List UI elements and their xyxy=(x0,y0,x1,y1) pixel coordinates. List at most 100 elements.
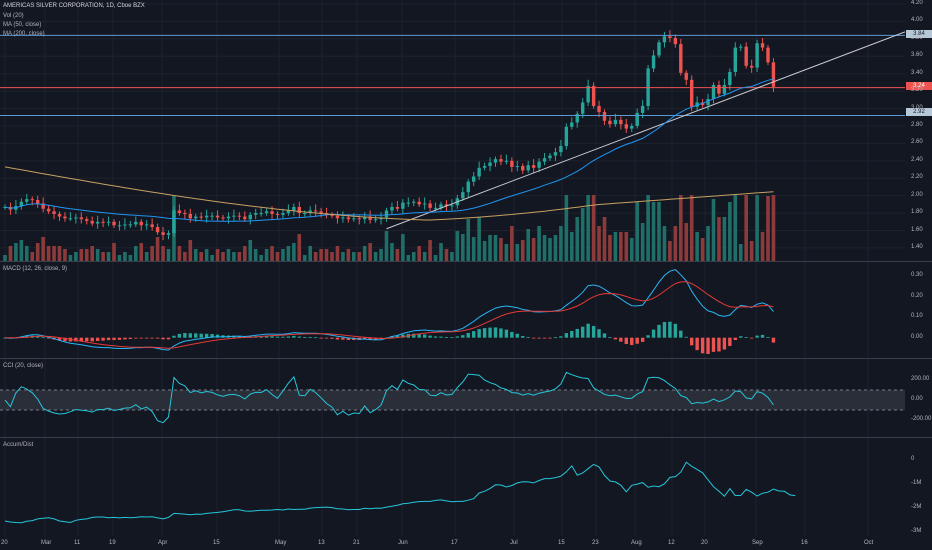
volume-bar xyxy=(8,246,13,261)
volume-bar xyxy=(390,243,394,261)
macd-histogram-bar xyxy=(286,336,291,338)
pane-divider-ad[interactable] xyxy=(0,437,932,438)
macd-histogram-bar xyxy=(139,337,143,339)
candle-body xyxy=(292,206,296,211)
macd-histogram-bar xyxy=(303,337,307,338)
x-tick-label: 15 xyxy=(213,540,220,546)
volume-bar xyxy=(319,249,323,261)
macd-histogram-bar xyxy=(199,333,203,338)
volume-bar xyxy=(722,217,727,261)
macd-histogram-bar xyxy=(36,336,40,338)
macd-histogram-bar xyxy=(586,323,590,338)
macd-histogram-bar xyxy=(624,337,628,344)
volume-bar xyxy=(471,237,476,261)
pane-divider-macd[interactable] xyxy=(0,261,932,262)
candle-body xyxy=(373,219,378,221)
volume-bar xyxy=(499,238,503,261)
macd-histogram-bar xyxy=(515,333,519,338)
macd-histogram-bar xyxy=(85,337,89,342)
macd-histogram-bar xyxy=(700,337,705,354)
candle-body xyxy=(68,218,73,220)
volume-bar xyxy=(199,252,203,261)
candle-body xyxy=(412,201,416,203)
price-tick-label: 3.20 xyxy=(911,87,923,94)
macd-histogram-bar xyxy=(728,337,732,347)
candle-body xyxy=(433,207,438,209)
volume-bar xyxy=(346,249,351,261)
volume-bar xyxy=(144,252,149,261)
macd-histogram-bar xyxy=(575,328,579,338)
volume-bar xyxy=(515,244,520,261)
candle-body xyxy=(390,206,394,211)
volume-bar xyxy=(629,238,634,261)
macd-histogram-bar xyxy=(570,330,574,338)
volume-bar xyxy=(706,226,710,261)
volume-bar xyxy=(668,241,672,261)
macd-histogram-bar xyxy=(619,337,623,342)
volume-bar xyxy=(95,249,100,261)
volume-bar xyxy=(482,241,487,261)
macd-pane[interactable] xyxy=(3,269,776,355)
volume-bar xyxy=(504,244,509,261)
volume-bar xyxy=(46,246,51,261)
x-tick-label: Jul xyxy=(510,540,518,546)
candle-body xyxy=(134,221,138,225)
macd-histogram-bar xyxy=(188,333,192,338)
volume-bar xyxy=(613,232,618,261)
volume-bar xyxy=(749,241,754,261)
macd-histogram-bar xyxy=(526,336,530,338)
ma50-line xyxy=(4,78,774,222)
x-tick-label: 15 xyxy=(558,540,565,546)
candle-body xyxy=(548,155,552,159)
ma200-legend[interactable]: MA (200, close) xyxy=(3,31,45,37)
candle-body xyxy=(254,213,258,215)
macd-histogram-bar xyxy=(41,337,45,339)
volume-bar xyxy=(275,252,280,261)
macd-histogram-bar xyxy=(417,334,421,338)
candle-body xyxy=(19,201,24,207)
cci-pane[interactable] xyxy=(0,371,905,424)
candle-body xyxy=(85,219,89,221)
volume-bar xyxy=(193,249,198,261)
accum-dist-legend[interactable]: Accum/Dist xyxy=(3,442,34,448)
price-tag-support: 2.92 xyxy=(906,108,932,116)
x-tick-label: 23 xyxy=(592,540,599,546)
volume-bar xyxy=(591,195,596,261)
volume-bar xyxy=(406,255,411,261)
volume-legend[interactable]: Vol (20) xyxy=(3,13,24,19)
volume-bar xyxy=(597,226,601,261)
candle-body xyxy=(155,227,160,233)
volume-bar xyxy=(281,249,285,261)
macd-histogram-bar xyxy=(450,337,454,339)
cci-line xyxy=(4,371,774,424)
candle-body xyxy=(123,224,127,226)
pane-divider-cci[interactable] xyxy=(0,358,932,359)
macd-histogram-bar xyxy=(673,323,678,338)
candle-body xyxy=(335,215,340,219)
ma50-legend[interactable]: MA (50, close) xyxy=(3,22,42,28)
macd-histogram-bar xyxy=(335,337,340,340)
macd-histogram-bar xyxy=(646,335,650,338)
macd-histogram-bar xyxy=(90,337,94,342)
accum-dist-pane[interactable] xyxy=(4,461,796,524)
volume-bar xyxy=(63,249,67,261)
candle-body xyxy=(733,47,737,72)
x-tick-label: 19 xyxy=(109,540,116,546)
macd-histogram-bar xyxy=(488,327,492,338)
volume-bar xyxy=(324,249,329,261)
candle-body xyxy=(161,232,165,235)
macd-legend[interactable]: MACD (12, 26, close, 9) xyxy=(3,266,68,272)
candle-body xyxy=(668,36,672,38)
macd-histogram-bar xyxy=(395,335,400,338)
volume-bar xyxy=(243,246,247,261)
candle-body xyxy=(117,225,122,227)
volume-bar xyxy=(128,255,133,261)
macd-histogram-bar xyxy=(744,337,748,338)
volume-bar xyxy=(188,240,193,261)
volume-bar xyxy=(444,249,449,261)
macd-histogram-bar xyxy=(128,337,133,339)
cci-legend[interactable]: CCI (20, close) xyxy=(3,363,44,369)
candle-body xyxy=(395,206,400,209)
candle-body xyxy=(286,210,291,214)
